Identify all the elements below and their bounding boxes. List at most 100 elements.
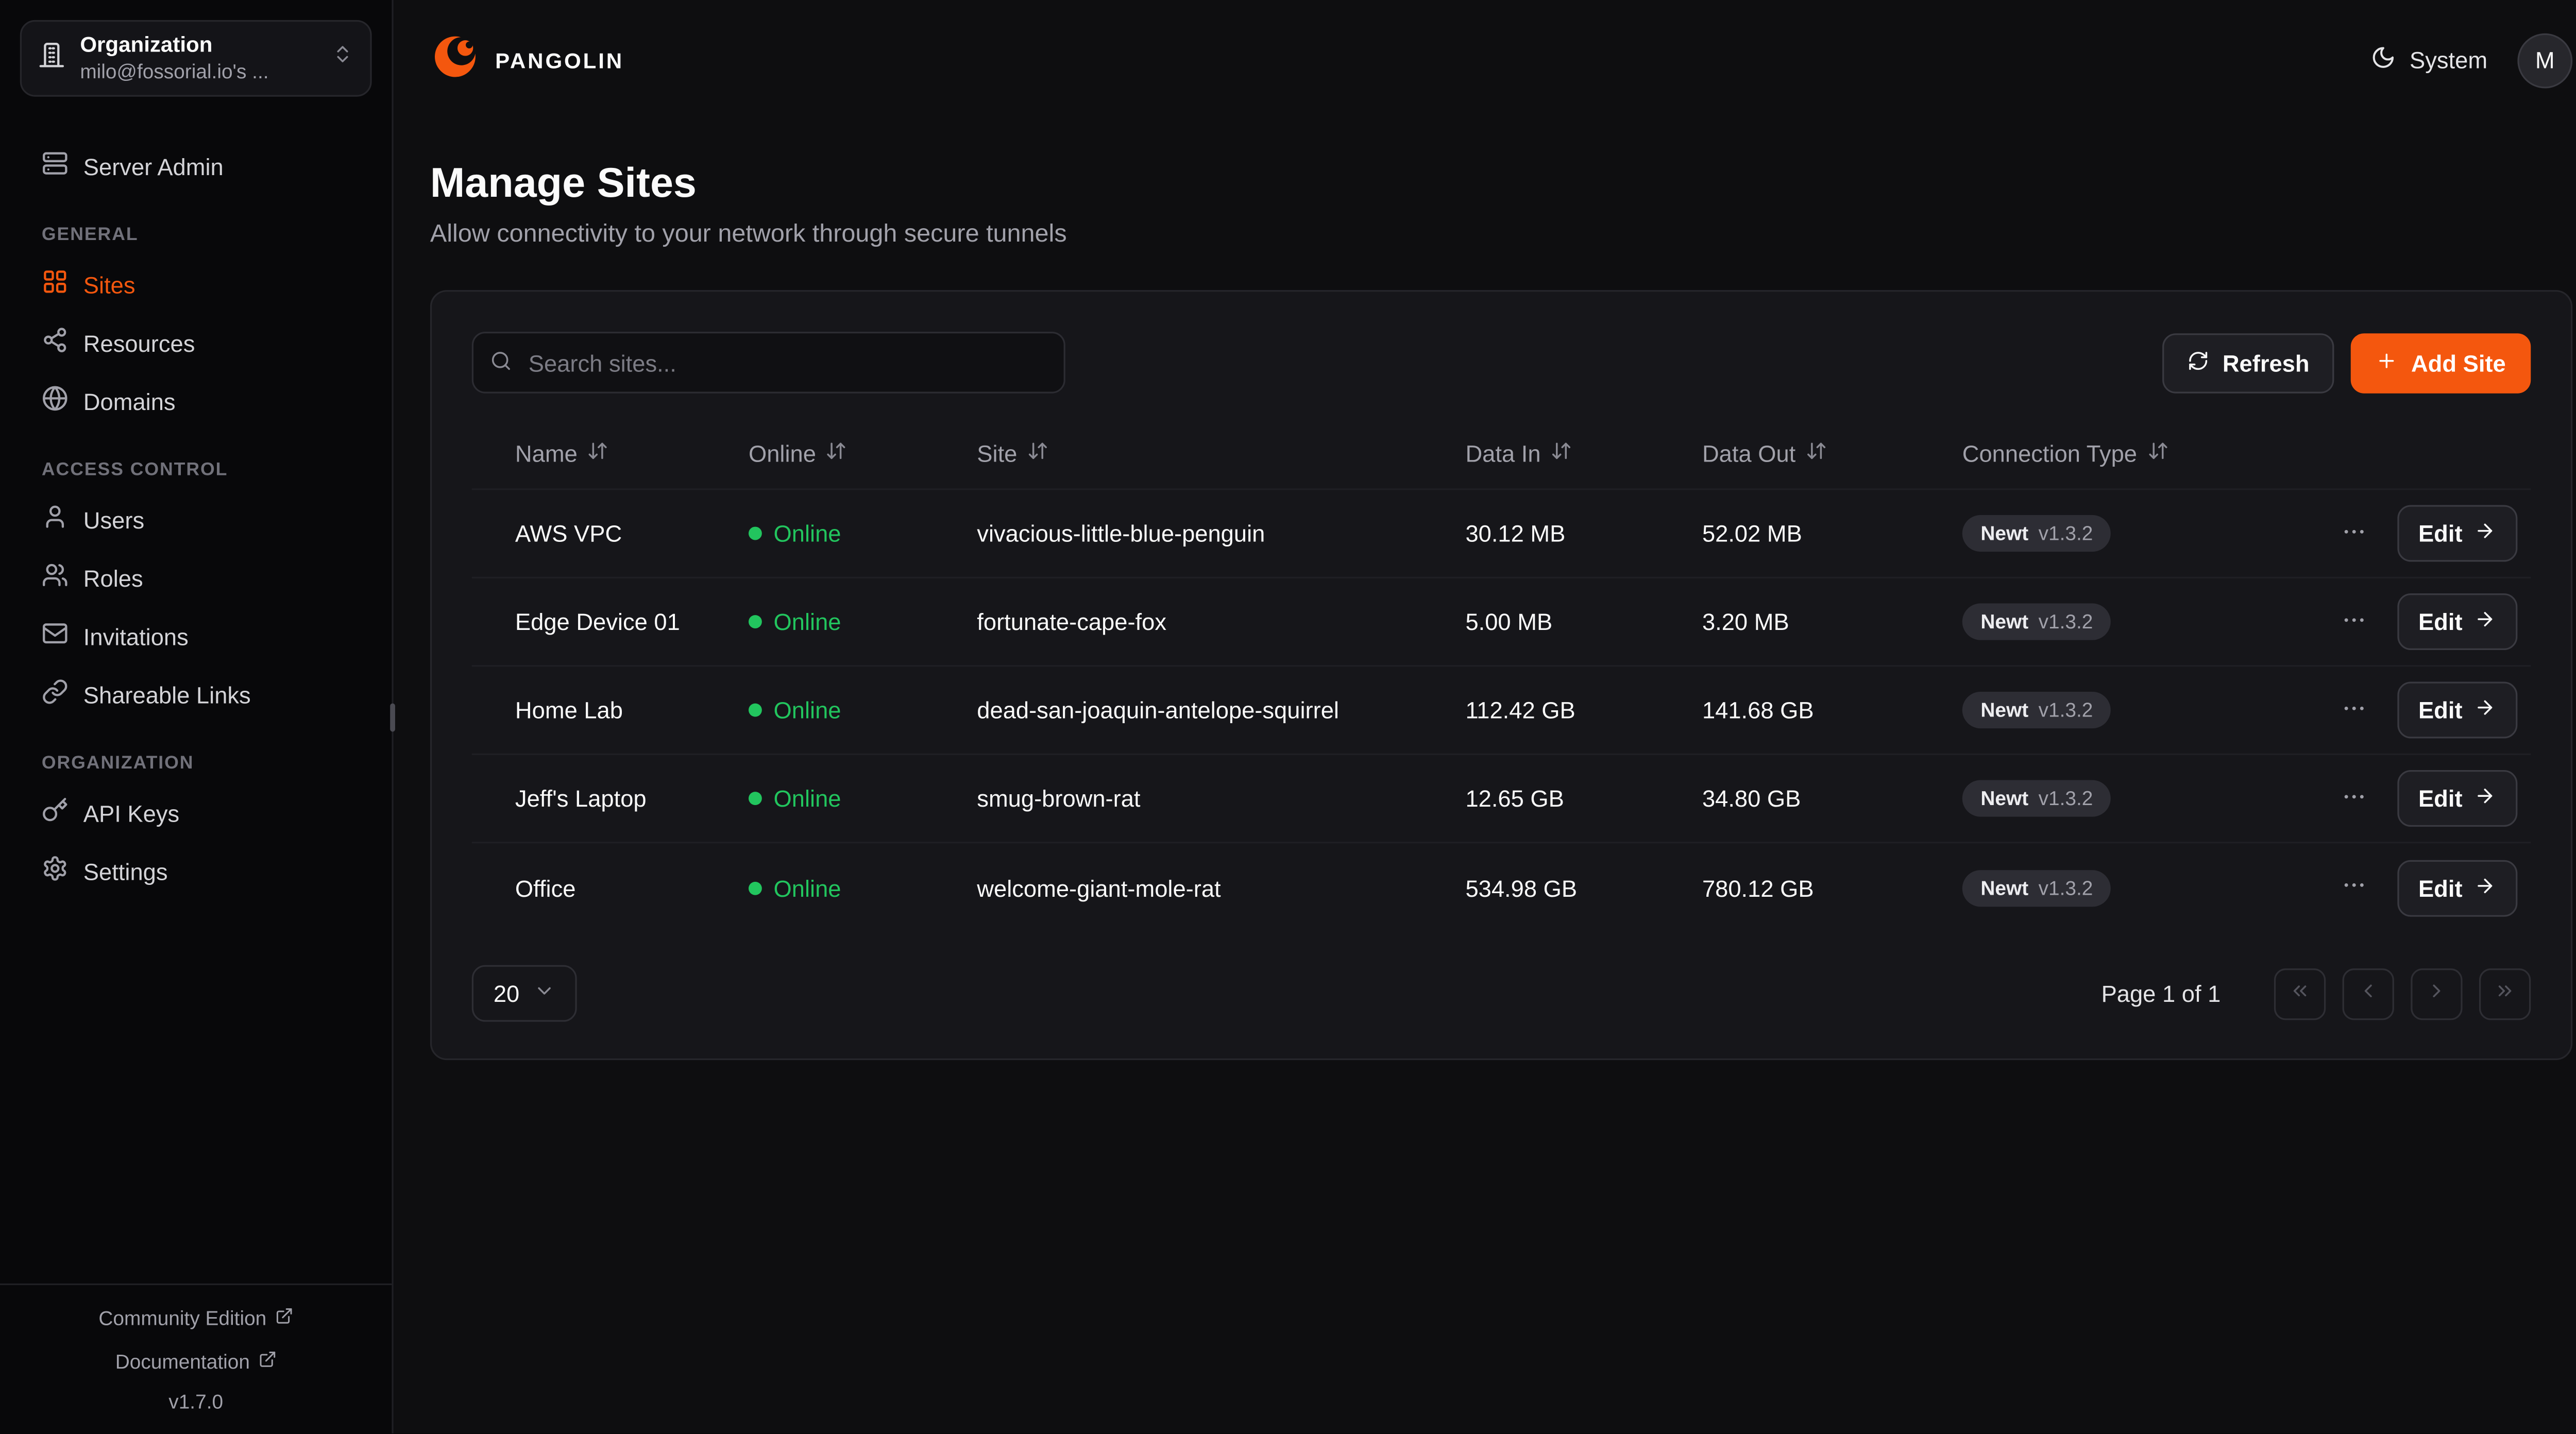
sidebar-item-label: API Keys [83,799,180,826]
column-label: Data In [1465,439,1541,466]
site-id-cell: smug-brown-rat [977,785,1141,812]
connection-type-version: v1.3.2 [2038,610,2093,634]
gear-icon [42,855,69,886]
connection-type-cell: Newt v1.3.2 [1962,603,2267,640]
connection-type-badge: Newt v1.3.2 [1962,515,2111,552]
documentation-link[interactable]: Documentation [115,1350,277,1373]
sidebar-item-server-admin[interactable]: Server Admin [20,136,372,195]
site-status-cell: Online [748,608,977,635]
table-row: AWS VPC Online vivacious-little-blue-pen… [471,490,2531,578]
chevron-down-icon [533,980,554,1007]
community-edition-label: Community Edition [98,1307,267,1330]
column-header-connection-type[interactable]: Connection Type [1962,439,2169,466]
mail-icon [42,620,69,652]
user-icon [42,503,69,535]
sidebar-item-label: Settings [83,857,168,884]
sidebar-item-label: Invitations [83,622,189,650]
sidebar-item-label: Sites [83,270,135,298]
sidebar-item-api-keys[interactable]: API Keys [20,783,372,842]
sites-card: Refresh Add Site Name [430,290,2573,1061]
refresh-button[interactable]: Refresh [2162,332,2335,393]
connection-type-cell: Newt v1.3.2 [1962,515,2267,552]
row-menu-button[interactable] [2333,511,2374,556]
edit-button[interactable]: Edit [2396,770,2518,827]
documentation-label: Documentation [115,1350,250,1374]
edit-label: Edit [2418,696,2463,724]
last-page-button[interactable] [2479,967,2531,1019]
sidebar-item-domains[interactable]: Domains [20,372,372,430]
sites-table: Name Online Site Data In [471,417,2531,932]
column-header-data-out[interactable]: Data Out [1702,439,1827,466]
share-nodes-icon [42,327,69,358]
row-menu-button[interactable] [2333,776,2374,821]
row-actions-cell: Edit [2267,859,2518,916]
topbar-right: System M [2371,32,2573,88]
sidebar-item-resources[interactable]: Resources [20,313,372,371]
grid-icon [42,268,69,300]
column-header-site[interactable]: Site [977,439,1049,466]
next-page-button[interactable] [2411,967,2463,1019]
first-page-button[interactable] [2274,967,2326,1019]
page-content: Manage Sites Allow connectivity to your … [394,120,2576,1061]
row-menu-button[interactable] [2333,599,2374,644]
search-input[interactable] [471,331,1065,394]
column-header-online[interactable]: Online [749,439,848,466]
org-switcher[interactable]: Organization milo@fossorial.io's ... [20,20,372,97]
ellipsis-icon [2340,872,2367,903]
column-label: Site [977,439,1018,466]
edit-button[interactable]: Edit [2396,505,2518,562]
sidebar-item-settings[interactable]: Settings [20,842,372,900]
avatar[interactable]: M [2517,32,2573,88]
table-row: Jeff's Laptop Online smug-brown-rat 12.6… [471,755,2531,844]
site-id-cell: fortunate-cape-fox [977,608,1166,635]
edit-button[interactable]: Edit [2396,593,2518,651]
page-subtitle: Allow connectivity to your network throu… [430,220,1067,249]
connection-type-name: Newt [1980,876,2029,899]
card-footer: 20 Page 1 of 1 [471,932,2531,1022]
add-site-button[interactable]: Add Site [2351,332,2531,393]
site-name-cell: Edge Device 01 [515,608,680,635]
sidebar-item-users[interactable]: Users [20,490,372,548]
site-id-cell: vivacious-little-blue-penguin [977,520,1265,547]
brand-link[interactable]: PANGOLIN [430,31,624,89]
ellipsis-icon [2340,782,2367,814]
arrow-right-icon [2474,520,2496,547]
column-header-name[interactable]: Name [515,439,609,466]
building-icon [38,41,65,76]
previous-page-button[interactable] [2342,967,2394,1019]
org-switcher-value: milo@fossorial.io's ... [80,59,269,83]
column-header-data-in[interactable]: Data In [1465,439,1572,466]
theme-toggle[interactable]: System [2371,45,2487,75]
sidebar-item-invitations[interactable]: Invitations [20,607,372,665]
key-icon [42,797,69,828]
row-menu-button[interactable] [2333,865,2374,910]
edit-label: Edit [2418,520,2463,547]
moon-icon [2371,45,2397,75]
row-menu-button[interactable] [2333,688,2374,732]
edit-button[interactable]: Edit [2396,859,2518,916]
section-label-general: GENERAL [41,225,139,245]
chevrons-up-down-icon [332,43,353,73]
data-out-cell: 3.20 MB [1702,608,1789,635]
pangolin-logo-icon [430,31,480,89]
connection-type-version: v1.3.2 [2038,876,2093,899]
edit-label: Edit [2418,785,2463,812]
online-label: Online [773,520,841,547]
data-out-cell: 141.68 GB [1702,696,1814,724]
sidebar-item-sites[interactable]: Sites [20,255,372,313]
data-in-cell: 30.12 MB [1465,520,1566,547]
community-edition-link[interactable]: Community Edition [98,1307,293,1330]
external-link-icon [258,1350,277,1373]
table-row: Edge Device 01 Online fortunate-cape-fox… [471,578,2531,667]
page-size-select[interactable]: 20 [471,965,577,1022]
server-icon [42,150,69,181]
edit-button[interactable]: Edit [2396,681,2518,739]
sidebar-item-shareable-links[interactable]: Shareable Links [20,665,372,723]
sidebar-item-roles[interactable]: Roles [20,549,372,607]
online-dot-icon [748,526,762,540]
sidebar-resize-handle[interactable] [390,703,395,732]
row-actions-cell: Edit [2267,770,2518,827]
plus-icon [2376,349,2398,376]
avatar-initial: M [2535,46,2555,74]
